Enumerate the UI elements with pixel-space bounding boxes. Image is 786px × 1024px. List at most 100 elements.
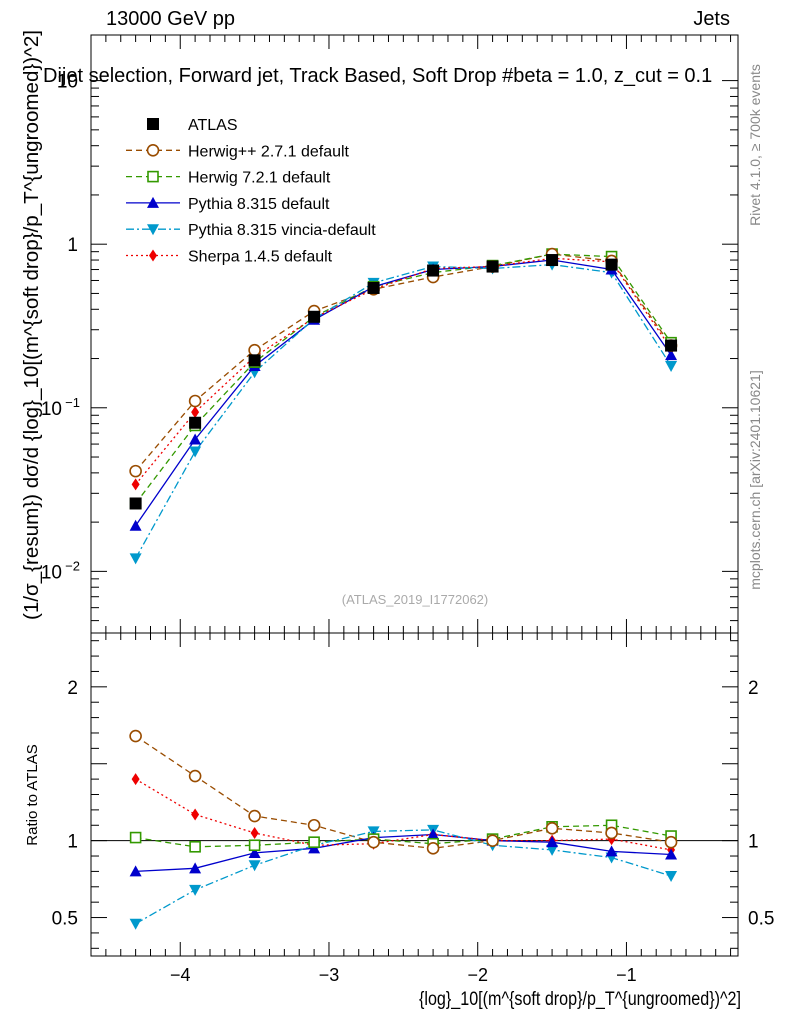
series-0-point [486,260,499,273]
ratio-tick-label-right: 1 [748,832,759,853]
series-4-ratio-point [546,844,559,856]
series-1-ratio-point [545,822,559,835]
legend-entry-0: ATLAS [147,117,238,134]
watermark: (ATLAS_2019_I1772062) [342,592,488,607]
series-1-ratio-point [129,729,142,743]
legend-label: Herwig 7.2.1 default [188,170,331,187]
legend-marker [146,144,160,157]
series-5-ratio-point [250,826,259,839]
legend-marker [147,170,159,183]
series-3-ratio-point [605,845,618,857]
series-5-line [135,257,672,485]
y-axis-label: (1/σ_{resum}) dσ/d {log}_10[(m^{soft dro… [21,30,43,620]
y-tick-label: 10 [41,562,62,583]
series-1-ratio-point [426,842,440,855]
series-3-point [665,349,678,361]
series-0-point [308,310,321,323]
x-tick-label: −2 [467,965,488,985]
series-1-line [135,253,672,472]
legend-marker [147,224,159,236]
series-5-point [191,406,200,419]
series-5-ratio-point [191,808,200,821]
series-2-line [135,253,672,504]
series-5-ratio-point [131,773,140,786]
chart-title: Dijet selection, Forward jet, Track Base… [43,65,712,87]
ratio-frame [90,632,739,957]
series-3-point [129,519,142,531]
legend-label: Herwig++ 2.7.1 default [188,143,350,160]
series-0-point [546,254,559,267]
series-4-line [135,263,672,559]
series-1-point [188,394,202,408]
legend-label: Pythia 8.315 default [188,196,330,213]
series-0-point [605,258,618,271]
series-3-point [189,433,202,445]
series-1-ratio-point [605,826,618,840]
series-1-ratio-point [367,835,380,849]
y-tick-exponent: −1 [65,395,80,410]
series-4-ratio-point [129,918,142,930]
ratio-tick-label-right: 2 [748,678,759,699]
ratio-panel: −4 −3 −2 −1 0.5 0.5 1 1 2 2 [52,632,774,985]
x-axis-label: {log}_10[(m^{soft drop}/p_T^{ungroomed})… [419,989,741,1010]
ratio-tick-label: 1 [67,832,78,853]
legend-label: Sherpa 1.4.5 default [188,249,333,266]
series-3-ratio-point [427,828,440,840]
rivet-label: Rivet 4.1.0, ≥ 700k events [747,64,763,226]
header-left: 13000 GeV pp [106,8,235,30]
series-1-ratio-point [248,809,261,823]
series-4-ratio-point [189,884,202,896]
legend: ATLAS Herwig++ 2.7.1 default Herwig 7.2.1 … [126,117,376,266]
series-3-ratio-line [135,833,672,873]
series-3-line [135,259,672,527]
series-3-ratio-point [189,862,202,874]
legend-label: Pythia 8.315 vincia-default [188,222,376,239]
legend-entry-1: Herwig++ 2.7.1 default [126,143,350,160]
series-1-ratio-point [486,834,499,847]
series-3-ratio-point [665,848,678,860]
series-2-ratio-point [248,839,261,852]
series-5-ratio-line [135,778,672,851]
series-4-ratio-point [665,871,678,883]
series-5-point [131,478,140,491]
legend-entry-3: Pythia 8.315 default [126,196,330,213]
mcplots-label: mcplots.cern.ch [arXiv:2401.10621] [747,370,763,589]
ratio-tick-label: 2 [67,678,78,699]
y-tick-label: 10 [57,72,78,93]
series-3-ratio-point [129,865,142,877]
header-right: Jets [693,8,730,30]
series-4-ratio-point [248,860,261,872]
y-tick-label: 10 [41,399,62,420]
series-1-ratio-point [307,818,321,832]
series-4-point [189,446,202,458]
x-tick-label: −4 [170,965,191,985]
series-0-point [665,339,678,352]
legend-marker [147,196,159,208]
legend-entry-5: Sherpa 1.4.5 default [126,249,333,266]
y-tick-label: 1 [67,235,78,256]
series-1-ratio-point [188,769,202,783]
series-0-point [129,497,142,510]
series-0-point [367,281,380,294]
series-0-point [189,416,202,429]
series-4-point [665,361,678,373]
series-4-point [129,553,142,565]
series-2-ratio-point [129,831,142,844]
series-0-point [248,354,261,367]
legend-marker [147,118,159,130]
legend-marker [149,249,157,262]
series-1-ratio-line [135,735,672,849]
series-3-ratio-point [248,846,261,858]
y-tick-exponent: −2 [65,558,80,573]
x-tick-label: −3 [319,965,340,985]
series-4-ratio-line [135,829,672,925]
series-2-ratio-point [189,840,201,853]
x-tick-label: −1 [616,965,637,985]
ratio-y-axis-label: Ratio to ATLAS [24,744,41,845]
series-1-point [129,464,142,478]
series-1-point [248,343,261,357]
ratio-tick-label: 0.5 [52,909,78,930]
series-3-ratio-point [546,836,559,848]
